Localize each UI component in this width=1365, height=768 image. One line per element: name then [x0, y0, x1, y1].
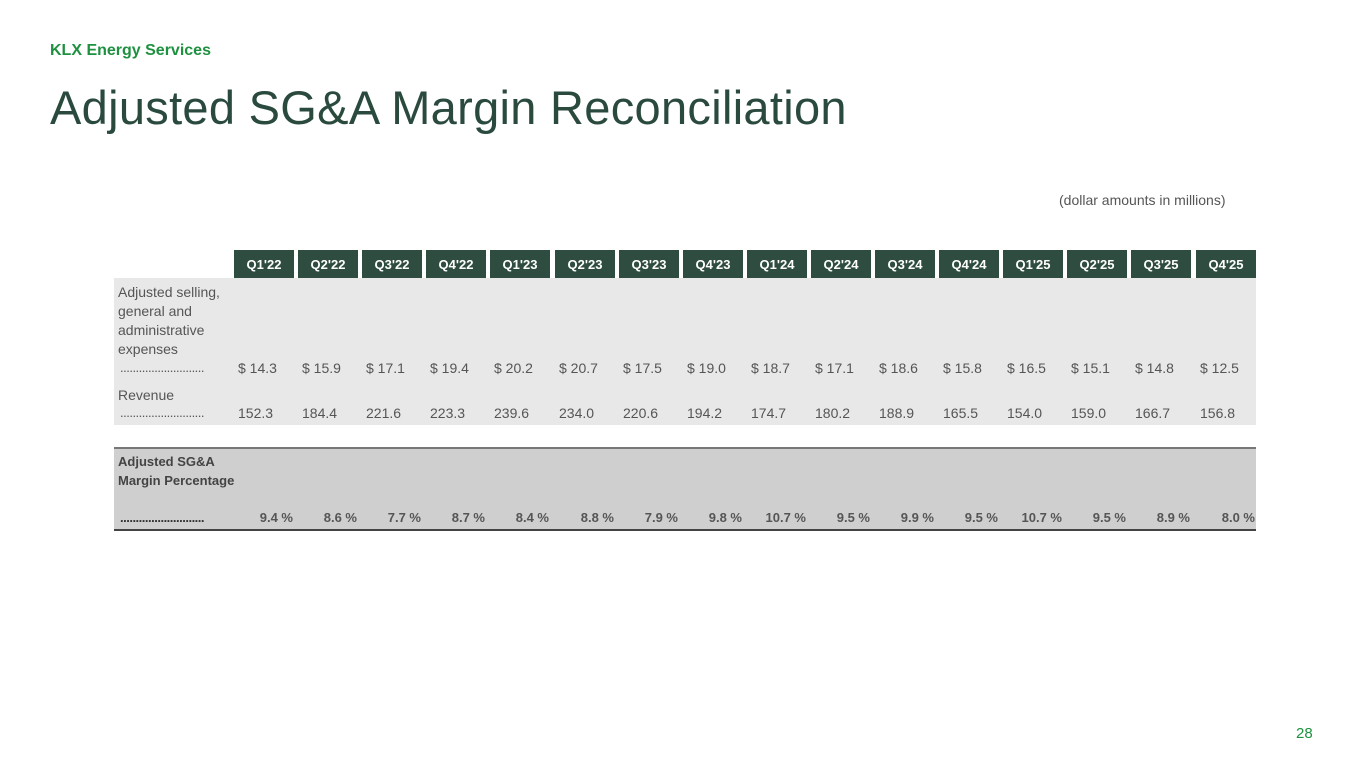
- row-label-sga: Adjusted selling, general and administra…: [118, 284, 220, 357]
- table-cell: $ 20.7: [559, 360, 598, 376]
- page-number: 28: [1296, 725, 1313, 742]
- page-title: Adjusted SG&A Margin Reconciliation: [50, 81, 847, 134]
- row-leader-dots: ...........................: [120, 360, 205, 375]
- table-cell: 220.6: [623, 405, 659, 421]
- table-cell: $ 14.8: [1135, 360, 1174, 376]
- table-cell: 159.0: [1071, 405, 1107, 421]
- margin-cell: 7.7 %: [387, 510, 421, 525]
- table-cell: $ 19.0: [687, 360, 726, 376]
- column-header: Q1'23: [490, 250, 550, 278]
- column-header: Q4'25: [1196, 250, 1256, 278]
- column-header: Q2'25: [1067, 250, 1127, 278]
- column-header: Q4'24: [939, 250, 999, 278]
- margin-cell: 8.0 %: [1221, 510, 1255, 525]
- brand-name: KLX Energy Services: [50, 42, 211, 59]
- column-header: Q2'23: [555, 250, 615, 278]
- column-header: Q3'22: [362, 250, 422, 278]
- margin-cell: 10.7 %: [1021, 510, 1062, 525]
- table-cell: 152.3: [238, 405, 274, 421]
- row-leader-dots: ...........................: [120, 405, 205, 420]
- table-cell: 174.7: [751, 405, 787, 421]
- column-header: Q1'24: [747, 250, 807, 278]
- table-cell: $ 19.4: [430, 360, 469, 376]
- margin-cell: 10.7 %: [765, 510, 806, 525]
- table-cell: 154.0: [1007, 405, 1043, 421]
- table-cell: 223.3: [430, 405, 466, 421]
- row-leader-dots: ...........................: [120, 510, 205, 525]
- margin-cell: 8.7 %: [451, 510, 485, 525]
- table-cell: 165.5: [943, 405, 979, 421]
- margin-cell: 8.4 %: [515, 510, 549, 525]
- table-body-background: [114, 278, 1256, 425]
- table-cell: $ 12.5: [1200, 360, 1239, 376]
- margin-cell: 9.5 %: [964, 510, 998, 525]
- table-cell: $ 17.5: [623, 360, 662, 376]
- margin-cell: 9.8 %: [708, 510, 742, 525]
- table-cell: 156.8: [1200, 405, 1236, 421]
- column-header: Q1'22: [234, 250, 294, 278]
- table-cell: 194.2: [687, 405, 723, 421]
- margin-cell: 9.9 %: [900, 510, 934, 525]
- table-cell: $ 15.1: [1071, 360, 1110, 376]
- column-header: Q2'24: [811, 250, 871, 278]
- column-header: Q3'25: [1131, 250, 1191, 278]
- table-cell: 239.6: [494, 405, 530, 421]
- table-cell: $ 20.2: [494, 360, 533, 376]
- margin-cell: 7.9 %: [644, 510, 678, 525]
- row-label-revenue: Revenue: [118, 387, 175, 403]
- table-cell: $ 15.8: [943, 360, 982, 376]
- table-cell: 221.6: [366, 405, 402, 421]
- margin-cell: 8.6 %: [323, 510, 357, 525]
- table-cell: 188.9: [879, 405, 915, 421]
- table-cell: $ 14.3: [238, 360, 277, 376]
- table-cell: 234.0: [559, 405, 595, 421]
- units-note: (dollar amounts in millions): [1059, 192, 1226, 208]
- table-cell: $ 15.9: [302, 360, 341, 376]
- column-header: Q4'23: [683, 250, 743, 278]
- column-header: Q4'22: [426, 250, 486, 278]
- column-header: Q3'24: [875, 250, 935, 278]
- table-cell: $ 18.6: [879, 360, 918, 376]
- margin-cell: 8.9 %: [1156, 510, 1190, 525]
- row-label-margin: Adjusted SG&A Margin Percentage: [118, 454, 235, 488]
- table-cell: 166.7: [1135, 405, 1171, 421]
- margin-cell: 9.4 %: [259, 510, 293, 525]
- table-cell: $ 18.7: [751, 360, 790, 376]
- table-cell: $ 17.1: [366, 360, 405, 376]
- margin-cell: 8.8 %: [580, 510, 614, 525]
- table-cell: 184.4: [302, 405, 338, 421]
- table-cell: 180.2: [815, 405, 851, 421]
- margin-row-background: [114, 447, 1256, 531]
- column-header: Q3'23: [619, 250, 679, 278]
- table-cell: $ 17.1: [815, 360, 854, 376]
- table-cell: $ 16.5: [1007, 360, 1046, 376]
- column-header: Q2'22: [298, 250, 358, 278]
- column-header: Q1'25: [1003, 250, 1063, 278]
- margin-cell: 9.5 %: [1092, 510, 1126, 525]
- margin-cell: 9.5 %: [836, 510, 870, 525]
